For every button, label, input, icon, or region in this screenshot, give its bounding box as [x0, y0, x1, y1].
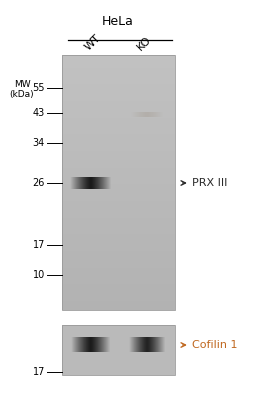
Text: HeLa: HeLa: [102, 15, 134, 28]
Text: 34: 34: [33, 138, 45, 148]
Text: Cofilin 1: Cofilin 1: [193, 340, 238, 350]
Text: PRX III: PRX III: [193, 178, 228, 188]
Text: MW
(kDa): MW (kDa): [10, 80, 34, 99]
Text: KO: KO: [135, 34, 153, 52]
Text: 17: 17: [33, 367, 45, 377]
Text: 10: 10: [33, 270, 45, 280]
Bar: [62, 55, 175, 310]
Text: 26: 26: [33, 178, 45, 188]
Text: 17: 17: [33, 240, 45, 250]
Text: 43: 43: [33, 108, 45, 118]
Bar: [62, 325, 175, 375]
Text: WT: WT: [83, 32, 102, 52]
Text: 55: 55: [33, 83, 45, 93]
